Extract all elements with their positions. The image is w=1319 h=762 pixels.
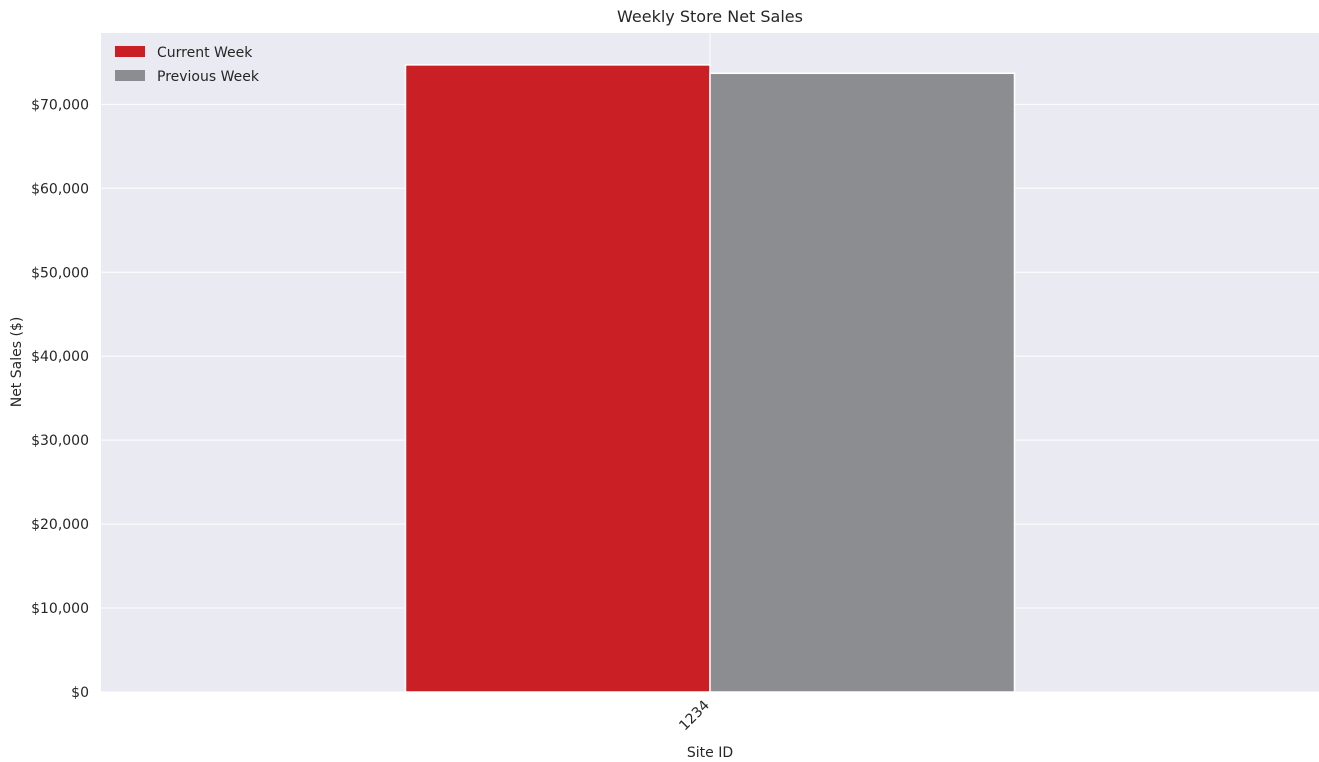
y-axis-label: Net Sales ($)	[9, 317, 25, 408]
y-tick-label: $50,000	[31, 265, 89, 281]
legend: Current Week Previous Week	[115, 45, 260, 85]
legend-swatch	[115, 70, 145, 81]
y-tick-label: $60,000	[31, 181, 89, 197]
bar-current-week	[404, 64, 711, 693]
y-axis-ticks: $0 $10,000 $20,000 $30,000 $40,000 $50,000 $60…	[31, 97, 89, 701]
y-tick-label: $10,000	[31, 601, 89, 617]
y-tick-label: $70,000	[31, 97, 89, 113]
bar-previous-week	[709, 72, 1016, 693]
legend-swatch	[115, 46, 145, 57]
y-tick-label: $30,000	[31, 433, 89, 449]
x-axis-ticks: 1234	[676, 697, 713, 734]
y-tick-label: $20,000	[31, 517, 89, 533]
y-tick-label: $0	[71, 685, 89, 701]
x-axis-label: Site ID	[687, 745, 733, 761]
bars	[404, 64, 1016, 693]
legend-label: Current Week	[157, 45, 253, 61]
y-tick-label: $40,000	[31, 349, 89, 365]
chart-title: Weekly Store Net Sales	[617, 7, 803, 26]
x-tick-label: 1234	[676, 697, 713, 734]
legend-label: Previous Week	[157, 69, 260, 85]
